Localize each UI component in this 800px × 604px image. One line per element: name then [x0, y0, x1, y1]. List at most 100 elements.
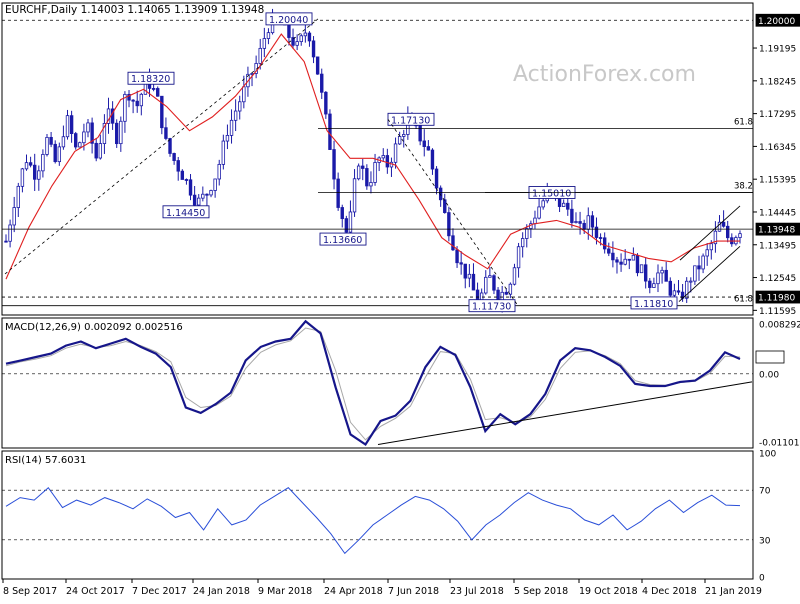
candle-body [123, 93, 127, 122]
annotation-box [127, 71, 175, 85]
candle-body [631, 254, 636, 261]
candle-body [242, 86, 246, 103]
macd-current-box [755, 350, 785, 364]
candle-body [615, 259, 619, 263]
candle-body [643, 264, 648, 282]
candle-body [672, 290, 677, 296]
macd-tick-label: -0.011015 [759, 439, 800, 449]
candle-body [98, 143, 103, 159]
candle-body [233, 110, 238, 121]
candle-body [504, 291, 508, 295]
candle-body [192, 194, 197, 206]
price-tick-label: 1.16345 [759, 143, 796, 153]
candle-body [307, 32, 312, 42]
x-tick-label: 23 Jul 2018 [450, 586, 504, 597]
candle-body [315, 56, 320, 75]
candle-body [607, 248, 611, 254]
candle-body [348, 211, 353, 233]
candle-body [221, 140, 226, 165]
candle-body [176, 160, 180, 172]
candle-body [160, 95, 164, 129]
macd-frame [1, 317, 754, 449]
candle-body [28, 162, 33, 166]
channel-lower [678, 245, 741, 302]
annotation-label: 1.11730 [472, 302, 511, 313]
fib-label: 61.8 [734, 118, 753, 128]
panel-frames [1, 2, 754, 580]
candle-body [135, 100, 139, 107]
candle-body [57, 146, 62, 163]
candle-body [561, 202, 566, 207]
candle-body [512, 267, 517, 285]
candle-body [78, 142, 82, 148]
candle-body [299, 35, 303, 43]
candle-body [352, 178, 357, 213]
annotation-box [468, 299, 516, 313]
candle-body [393, 143, 398, 163]
rsi-tick-label: 70 [759, 487, 771, 497]
candle-body [184, 179, 189, 181]
x-tick-label: 19 Oct 2018 [579, 586, 638, 597]
candle-body [488, 275, 492, 278]
candle-body [217, 163, 221, 180]
price-panel: 61.8 38.2 61.8 1.20040 1.18320 1.14450 1.13660… [2, 8, 753, 313]
macd-line [5, 319, 741, 447]
candle-body [385, 155, 390, 168]
candle-body [266, 32, 271, 39]
fib-label: 61.8 [734, 295, 753, 305]
candle-body [139, 93, 144, 107]
candle-body [127, 93, 131, 101]
candle-body [582, 222, 586, 230]
candle-body [65, 115, 70, 138]
macd-panel [2, 319, 753, 447]
candle-body [438, 187, 443, 201]
price-tick-label: 1.12545 [759, 274, 796, 284]
candle-body [295, 41, 299, 46]
price-tick-label: 1.17295 [759, 110, 796, 120]
candle-body [664, 269, 668, 282]
candle-body [471, 273, 476, 291]
candle-body [90, 122, 94, 144]
macd-tick-label: 0.008292 [759, 321, 800, 331]
candle-body [320, 73, 324, 93]
candle-body [594, 226, 599, 238]
candle-body [197, 197, 201, 206]
watermark: ActionForex.com [513, 62, 696, 87]
rsi-tick-label: 0 [759, 574, 765, 584]
candle-body [61, 136, 66, 148]
candle-body [156, 88, 160, 97]
candle-body [574, 221, 578, 223]
candle-body [598, 237, 603, 239]
candle-body [652, 283, 656, 288]
candle-body [434, 168, 439, 189]
axis-level-1-20000-box [755, 13, 800, 27]
candle-body [611, 252, 615, 261]
candle-body [381, 155, 385, 159]
rsi-line [5, 486, 741, 555]
candle-body [151, 88, 156, 90]
dashed-trendline-down [387, 119, 519, 306]
axes: 1.19195 1.18245 1.17295 1.16345 1.15395 1.144… [2, 13, 800, 597]
candle-body [648, 280, 652, 288]
candle-body [697, 265, 701, 270]
axis-current-price: 1.13948 [758, 226, 795, 236]
candle-body [451, 235, 455, 251]
candle-body [45, 136, 49, 155]
price-frame [1, 2, 754, 316]
candle-body [340, 207, 344, 220]
candle-body [455, 249, 459, 264]
macd-trendline [377, 381, 753, 446]
candle-body [262, 38, 267, 49]
x-tick-label: 5 Sep 2018 [514, 586, 568, 597]
candle-body [713, 230, 718, 245]
candle-body [86, 122, 90, 133]
x-tick-label: 8 Sep 2017 [3, 586, 57, 597]
candle-body [402, 134, 406, 137]
candle-body [37, 170, 41, 180]
candle-body [570, 208, 574, 223]
annotation-box [265, 12, 313, 26]
candle-body [627, 258, 631, 261]
candle-body [721, 221, 726, 227]
candle-body [361, 165, 365, 169]
price-tick-label: 1.15395 [759, 176, 796, 186]
